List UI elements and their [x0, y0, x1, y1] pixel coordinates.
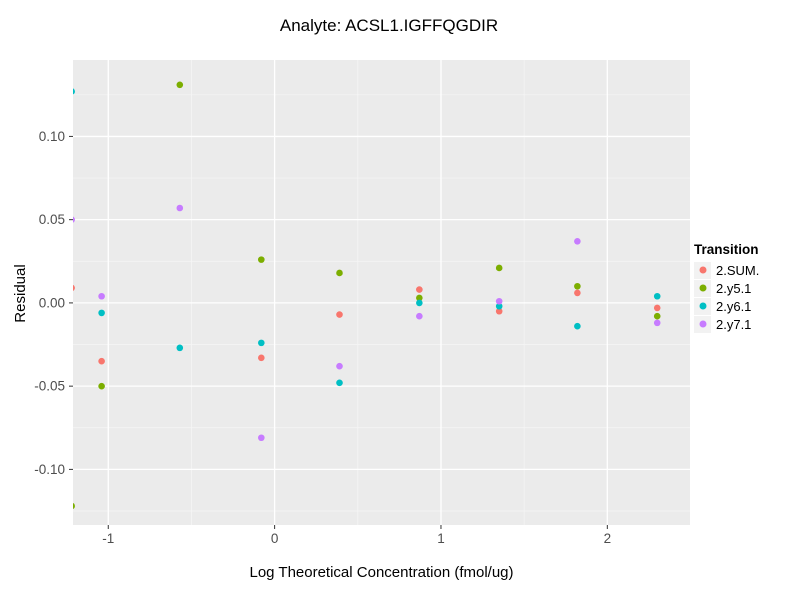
data-point-2.y5.1	[176, 81, 184, 89]
legend-label: 2.y5.1	[716, 280, 752, 296]
legend-key	[694, 297, 711, 315]
legend-label: 2.y6.1	[716, 298, 752, 314]
data-point-2.y7.1	[574, 238, 581, 245]
data-point-2.y5.1	[653, 312, 661, 320]
y-tick-label: 0.00	[39, 295, 65, 310]
legend-dot-icon	[699, 302, 706, 310]
data-point-2.y5.1	[495, 264, 503, 272]
legend-label: 2.y7.1	[716, 316, 752, 332]
data-point-2.y6.1	[416, 299, 423, 307]
data-point-2.y5.1	[574, 282, 581, 290]
legend-label: 2.SUM.	[716, 262, 760, 278]
data-point-2.y6.1	[98, 309, 105, 317]
data-point-2.y7.1	[176, 204, 184, 212]
legend-dot-icon	[699, 284, 706, 292]
legend-key	[694, 279, 711, 297]
legend-item: 2.y7.1	[694, 315, 759, 333]
legend-dot-icon	[699, 266, 706, 274]
legend-item: 2.y6.1	[694, 297, 759, 315]
y-tick-label: 0.05	[39, 212, 65, 227]
data-point-2.SUM.	[416, 286, 423, 293]
x-tick-label: 1	[437, 531, 445, 546]
y-tick-label: -0.10	[34, 462, 65, 477]
legend-item: 2.y5.1	[694, 279, 759, 297]
legend-key	[694, 315, 711, 333]
data-point-2.y6.1	[176, 344, 184, 352]
data-point-2.y6.1	[258, 339, 265, 347]
data-point-2.y7.1	[258, 434, 265, 442]
data-point-2.y5.1	[258, 256, 265, 263]
data-point-2.y7.1	[495, 297, 503, 305]
x-tick-label: 2	[604, 531, 612, 546]
x-axis-title: Log Theoretical Concentration (fmol/ug)	[249, 564, 514, 581]
data-point-2.y6.1	[495, 302, 503, 310]
data-point-2.y7.1	[416, 312, 423, 320]
legend-key	[694, 261, 711, 279]
data-point-2.y5.1	[73, 503, 75, 510]
plot-title: Analyte: ACSL1.IGFFQGDIR	[279, 16, 499, 35]
y-tick-label: -0.05	[34, 379, 65, 394]
data-point-2.y7.1	[73, 216, 75, 223]
data-point-2.SUM.	[495, 307, 503, 315]
x-tick-label: -1	[102, 531, 114, 546]
data-points-layer	[73, 81, 661, 510]
data-point-2.y5.1	[98, 382, 105, 390]
data-point-2.y6.1	[73, 88, 75, 95]
data-point-2.SUM.	[258, 354, 265, 362]
data-point-2.y5.1	[336, 269, 343, 277]
data-point-2.y6.1	[336, 379, 343, 387]
data-point-2.y6.1	[653, 292, 661, 300]
data-point-2.y7.1	[336, 362, 343, 370]
data-point-2.y7.1	[653, 319, 661, 327]
y-axis-title: Residual	[12, 264, 29, 323]
data-point-2.SUM.	[336, 311, 343, 318]
data-point-2.SUM.	[73, 284, 75, 291]
data-point-2.SUM.	[98, 357, 105, 365]
x-tick-label: 0	[271, 531, 279, 546]
legend-item: 2.SUM.	[694, 261, 759, 279]
legend-title: Transition	[694, 242, 759, 257]
data-point-2.y7.1	[98, 292, 105, 300]
data-point-2.SUM.	[653, 304, 661, 312]
data-point-2.SUM.	[574, 289, 581, 297]
plot-panel	[73, 60, 690, 525]
legend: Transition 2.SUM. 2.y5.1 2.y6.1 2.y7.1	[694, 242, 759, 333]
legend-dot-icon	[699, 320, 706, 328]
data-point-2.y6.1	[574, 322, 581, 330]
data-point-2.y5.1	[416, 294, 423, 302]
y-tick-label: 0.10	[39, 129, 65, 144]
